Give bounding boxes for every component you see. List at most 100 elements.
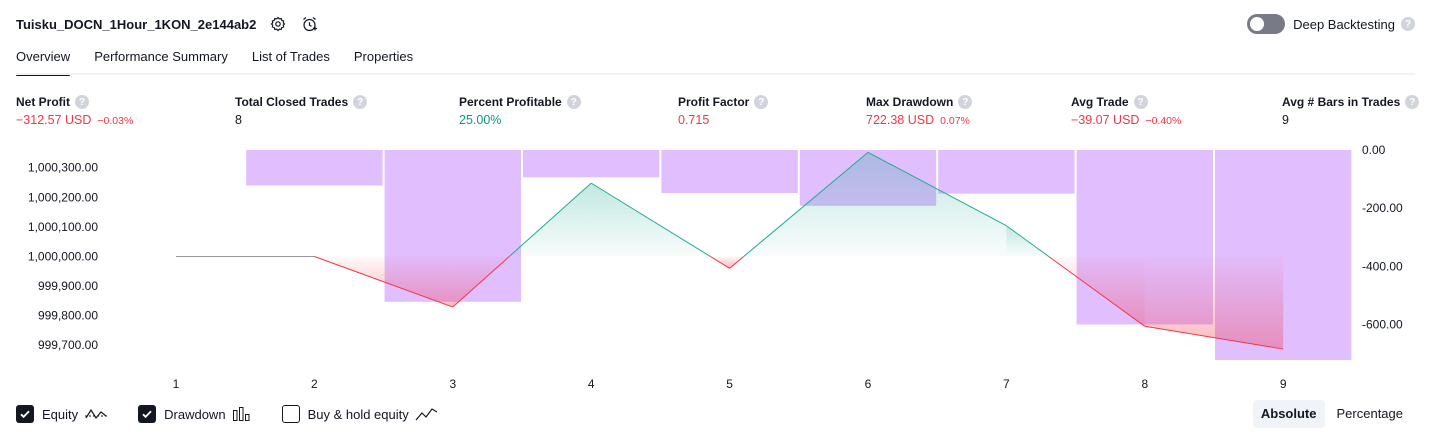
info-icon[interactable]: ? [353,95,368,109]
equity-line-segment [314,256,453,308]
metric-label: Percent Profitable [459,95,562,109]
tabs-divider [16,73,1415,75]
equity-line [176,151,1284,350]
equity-area-segment [710,256,730,269]
scale-mode-switch: Absolute Percentage [1249,400,1411,428]
right-tick-label: 0.00 [1362,143,1386,157]
x-tick-label: 3 [449,377,456,391]
metric-label: Profit Factor [678,95,750,109]
tab-performance-summary[interactable]: Performance Summary [94,49,228,64]
x-tick-label: 8 [1141,377,1148,391]
metric-avg-bars-in-trades: Avg # Bars in Trades? 9 [1282,94,1420,127]
equity-line-segment [452,256,510,308]
add-alert-clock-icon[interactable] [300,14,320,34]
metric-value: −312.57 USD [16,113,92,127]
info-icon[interactable]: ? [1133,95,1148,109]
drawdown-bar-1 [246,150,383,186]
report-tabs: Overview Performance Summary List of Tra… [16,46,437,76]
equity-checkbox[interactable] [16,405,34,423]
info-icon[interactable]: ? [754,95,769,109]
drawdown-bar-3 [523,150,660,178]
equity-line-segment [729,256,745,269]
left-tick-label: 1,000,300.00 [28,161,98,175]
legend-equity-label: Equity [42,406,79,422]
x-tick-label: 6 [865,377,872,391]
strategy-header: Tuisku_DOCN_1Hour_1KON_2e144ab2 [16,12,320,36]
legend-equity[interactable]: Equity [16,405,108,423]
equity-point-2 [314,256,316,258]
equity-point-9 [1282,348,1284,350]
right-tick-label: -600.00 [1362,318,1403,332]
metric-label: Avg # Bars in Trades [1282,95,1401,109]
right-axis: 0.00 -200.00 -400.00 -600.00 [1362,143,1403,332]
equity-drawdown-chart[interactable]: 1,000,300.00 1,000,200.00 1,000,100.00 1,00… [0,140,1431,395]
deep-backtesting-control: Deep Backtesting ? [1247,12,1415,36]
metric-value: −39.07 USD [1071,113,1140,127]
metric-label: Total Closed Trades [235,95,349,109]
legend-drawdown[interactable]: Drawdown [138,405,251,423]
metric-subvalue: −0.03% [97,115,134,127]
deep-backtesting-label: Deep Backtesting [1293,16,1395,32]
x-axis: 1 2 3 4 5 6 7 8 9 [173,377,1287,391]
equity-area-segment [314,256,453,308]
info-icon[interactable]: ? [1405,95,1420,109]
equity-line-segment [867,151,1007,227]
metric-subvalue: −0.40% [1145,115,1182,127]
equity-point-6 [867,152,869,154]
right-tick-label: -400.00 [1362,259,1403,273]
equity-line-segment [590,182,711,257]
chart-legend: Equity Drawdown Buy & hold equity [16,403,469,425]
metric-total-closed-trades: Total Closed Trades? 8 [235,94,368,127]
buy-hold-checkbox[interactable] [281,405,300,423]
info-icon[interactable]: ? [75,95,89,109]
info-icon[interactable]: ? [566,95,581,109]
legend-buy-hold-equity[interactable]: Buy & hold equity [281,405,439,423]
equity-area-segment [868,152,1007,257]
x-tick-label: 2 [311,377,318,391]
metric-label: Net Profit [16,95,70,109]
buy-hold-line-icon [415,406,439,422]
drawdown-bars-icon [232,406,252,422]
equity-line-segment [1048,256,1146,327]
drawdown-checkbox[interactable] [138,405,157,423]
equity-point-7 [1006,225,1008,227]
x-tick-label: 7 [1003,377,1010,391]
metric-value: 8 [235,113,242,127]
deep-backtesting-toggle[interactable] [1247,14,1286,34]
equity-point-3 [452,306,454,308]
tab-overview[interactable]: Overview [16,46,71,76]
tab-properties[interactable]: Properties [353,49,414,64]
equity-area-segment [1144,256,1284,350]
metric-max-drawdown: Max Drawdown? 722.38 USD 0.07% [866,94,973,127]
percentage-button[interactable]: Percentage [1336,406,1404,421]
metric-avg-trade: Avg Trade? −39.07 USD −0.40% [1071,94,1181,127]
left-tick-label: 1,000,100.00 [28,220,98,234]
equity-line-segment [710,256,730,269]
left-tick-label: 999,800.00 [38,309,98,323]
x-tick-label: 9 [1280,377,1287,391]
settings-gear-icon[interactable] [268,14,288,34]
info-icon[interactable]: ? [958,95,973,109]
x-tick-label: 5 [726,377,733,391]
metric-value: 0.715 [678,113,710,127]
metric-label: Max Drawdown [866,95,954,109]
left-tick-label: 999,900.00 [38,279,98,293]
metric-percent-profitable: Percent Profitable? 25.00% [459,94,581,127]
metric-profit-factor: Profit Factor? 0.715 [678,94,769,127]
deep-backtesting-help-icon[interactable]: ? [1401,17,1415,31]
equity-point-5 [729,268,731,270]
right-tick-label: -200.00 [1362,201,1403,215]
legend-buy-hold-label: Buy & hold equity [307,406,409,422]
equity-point-4 [590,182,592,184]
legend-drawdown-label: Drawdown [164,406,226,422]
equity-line-segment [508,182,592,257]
equity-line-segment [1144,325,1284,350]
x-tick-label: 1 [173,377,180,391]
metric-subvalue: 0.07% [940,115,970,127]
left-tick-label: 1,000,200.00 [28,190,98,204]
metric-net-profit: Net Profit? −312.57 USD −0.03% [16,94,133,127]
metric-value: 25.00% [459,113,502,127]
tab-list-of-trades[interactable]: List of Trades [251,49,330,64]
left-tick-label: 999,700.00 [38,338,98,352]
absolute-button[interactable]: Absolute [1252,400,1325,428]
